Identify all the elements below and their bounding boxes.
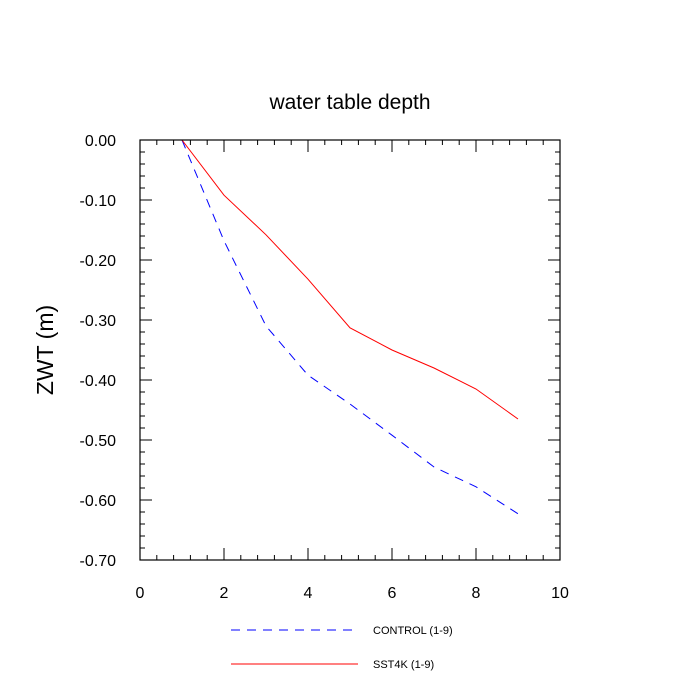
- y-tick-label: -0.40: [80, 373, 117, 390]
- ticks-layer: [139, 139, 561, 561]
- y-tick-label: -0.60: [80, 493, 117, 510]
- y-tick-label: -0.70: [80, 553, 117, 570]
- y-tick-label: -0.50: [80, 433, 117, 450]
- y-tick-label: -0.30: [80, 313, 117, 330]
- y-tick-label: 0.00: [85, 133, 116, 150]
- legend: CONTROL (1-9) SST4K (1-9): [231, 625, 453, 671]
- plot-frame: [139, 139, 561, 561]
- x-tick-label: 4: [304, 585, 313, 602]
- y-axis-label: ZWT (m): [32, 305, 58, 395]
- x-tick-label: 0: [136, 585, 145, 602]
- x-tick-label: 10: [551, 585, 569, 602]
- x-tick-labels: 0 2 4 6 8 10: [136, 585, 569, 602]
- chart-title: water table depth: [268, 91, 430, 114]
- legend-label-control: CONTROL (1-9): [373, 625, 453, 637]
- y-tick-labels: 0.00 -0.10 -0.20 -0.30 -0.40 -0.50 -0.60 -0.70: [80, 133, 117, 570]
- x-tick-label: 8: [472, 585, 481, 602]
- series-layer: [181, 139, 519, 515]
- series-line-control: [181, 139, 519, 515]
- x-tick-label: 2: [220, 585, 229, 602]
- legend-label-sst4k: SST4K (1-9): [373, 659, 434, 671]
- series-line-sst4k: [181, 139, 519, 420]
- x-tick-label: 6: [388, 585, 397, 602]
- y-tick-label: -0.20: [80, 253, 117, 270]
- y-tick-label: -0.10: [80, 193, 117, 210]
